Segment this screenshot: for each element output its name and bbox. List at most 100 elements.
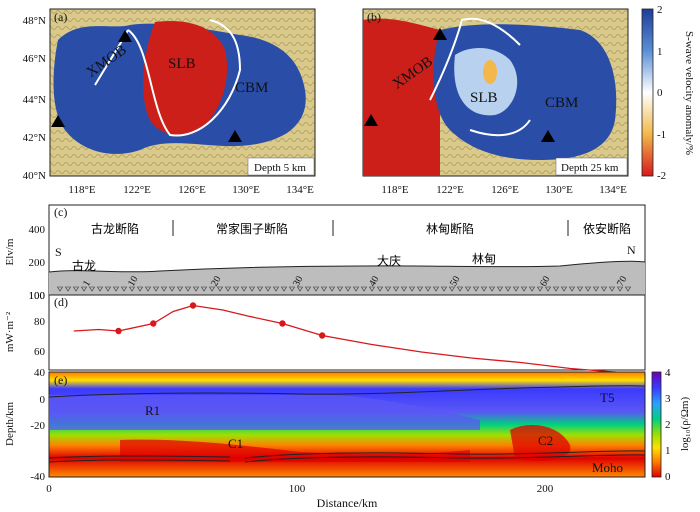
lat-tick: 46°N: [23, 53, 46, 65]
station-label: 40: [367, 274, 382, 288]
station-marker: [280, 286, 288, 292]
station-marker: [112, 286, 120, 292]
station-marker: [56, 286, 64, 292]
station-marker: [496, 286, 504, 292]
depth-tick: 0: [40, 394, 46, 406]
hf-axis-label: mW·m⁻²: [4, 311, 16, 352]
cb-tick: 0: [657, 87, 663, 99]
station-label: 20: [209, 274, 224, 288]
station-marker: [520, 286, 528, 292]
lon-tick: 126°E: [491, 184, 519, 196]
station-marker: [64, 286, 72, 292]
lon-tick: 130°E: [545, 184, 573, 196]
station-marker: [208, 286, 216, 292]
station-markers: [56, 286, 632, 292]
depth-axis-label: Depth/km: [4, 402, 16, 446]
dist-tick: 200: [537, 483, 554, 495]
elv-axis-label: Elv/m: [4, 238, 16, 265]
panel-c-label: (c): [54, 205, 67, 219]
place-label: 古龙: [72, 258, 96, 273]
panel-d-label: (d): [54, 295, 68, 309]
lat-tick: 40°N: [23, 170, 46, 182]
station-marker: [624, 286, 632, 292]
lon-axis-b: 118°E 122°E 126°E 130°E 134°E: [381, 184, 627, 196]
station-marker: [216, 286, 224, 292]
lon-tick: 122°E: [123, 184, 151, 196]
elv-tick: 100: [29, 290, 46, 302]
station-marker: [168, 286, 176, 292]
panel-a-label: (a): [54, 10, 67, 24]
lon-tick: 134°E: [286, 184, 314, 196]
segment-label: 古龙断陷: [91, 221, 139, 236]
station-marker: [296, 286, 304, 292]
station-marker: [128, 286, 136, 292]
label-moho: Moho: [592, 460, 623, 475]
station-marker: [368, 286, 376, 292]
rho-tick: 0: [665, 471, 671, 483]
station-marker: [104, 286, 112, 292]
station-marker: [136, 286, 144, 292]
heatflow-panel: (d) 100 80 60 mW·m⁻²: [4, 290, 646, 374]
map-panel-b: (b) XMOB SLB CBM Depth 25 km 118°E 122°E…: [362, 8, 629, 196]
station-marker: [192, 286, 200, 292]
station-marker: [288, 286, 296, 292]
station-marker: [432, 286, 440, 292]
station-marker: [480, 286, 488, 292]
station-marker: [200, 286, 208, 292]
station-marker: [96, 286, 104, 292]
station-marker: [160, 286, 168, 292]
station-label: 60: [538, 274, 553, 288]
topo-panel: (c) 古龙断陷 常家围子断陷 林甸断陷 依安断陷 S N 古龙 大庆 林甸 1…: [4, 204, 646, 302]
station-marker: [528, 286, 536, 292]
station-marker: [504, 286, 512, 292]
station-marker: [304, 286, 312, 292]
station-marker: [464, 286, 472, 292]
station-marker: [152, 286, 160, 292]
station-marker: [512, 286, 520, 292]
dist-tick: 0: [46, 483, 52, 495]
station-label: 50: [448, 274, 463, 288]
station-marker: [88, 286, 96, 292]
label-c2: C2: [538, 433, 553, 448]
heatflow-point: [189, 302, 197, 309]
cb-tick: 2: [657, 4, 663, 16]
station-marker: [584, 286, 592, 292]
station-marker: [184, 286, 192, 292]
heatflow-point: [318, 332, 326, 339]
depth-label-b: Depth 25 km: [561, 162, 619, 174]
end-label: N: [627, 243, 636, 257]
station-marker: [416, 286, 424, 292]
depth-tick: -40: [30, 471, 45, 483]
station-marker: [448, 286, 456, 292]
heatflow-point: [115, 327, 122, 335]
depth-tick: -20: [30, 420, 45, 432]
velocity-colorbar: 2 1 0 -1 -2 S-wave velocity anomaly/%: [641, 4, 695, 182]
cb-tick: 1: [657, 46, 663, 58]
station-marker: [560, 286, 568, 292]
station-label: 70: [615, 274, 630, 288]
station-marker: [544, 286, 552, 292]
station-marker: [592, 286, 600, 292]
station-marker: [80, 286, 88, 292]
volcano-icon: [433, 28, 447, 40]
station-marker: [120, 286, 128, 292]
depth-label-a: Depth 5 km: [254, 162, 306, 174]
station-marker: [320, 286, 328, 292]
cbm-label-a: CBM: [235, 80, 268, 96]
lat-axis-a: 48°N 46°N 44°N 42°N 40°N: [23, 15, 46, 182]
rho-tick: 2: [665, 419, 671, 431]
station-marker: [408, 286, 416, 292]
rho-tick: 1: [665, 445, 671, 457]
depth-tick: 40: [34, 367, 46, 379]
rho-tick: 3: [665, 393, 671, 405]
station-marker: [240, 286, 248, 292]
station-marker: [400, 286, 408, 292]
lon-tick: 118°E: [381, 184, 408, 196]
rho-label: log₁₀(ρ/Ωm): [679, 397, 691, 452]
label-r1: R1: [145, 403, 160, 418]
dist-tick: 100: [289, 483, 306, 495]
station-marker: [352, 286, 360, 292]
lon-tick: 122°E: [436, 184, 464, 196]
station-marker: [144, 286, 152, 292]
station-marker: [600, 286, 608, 292]
